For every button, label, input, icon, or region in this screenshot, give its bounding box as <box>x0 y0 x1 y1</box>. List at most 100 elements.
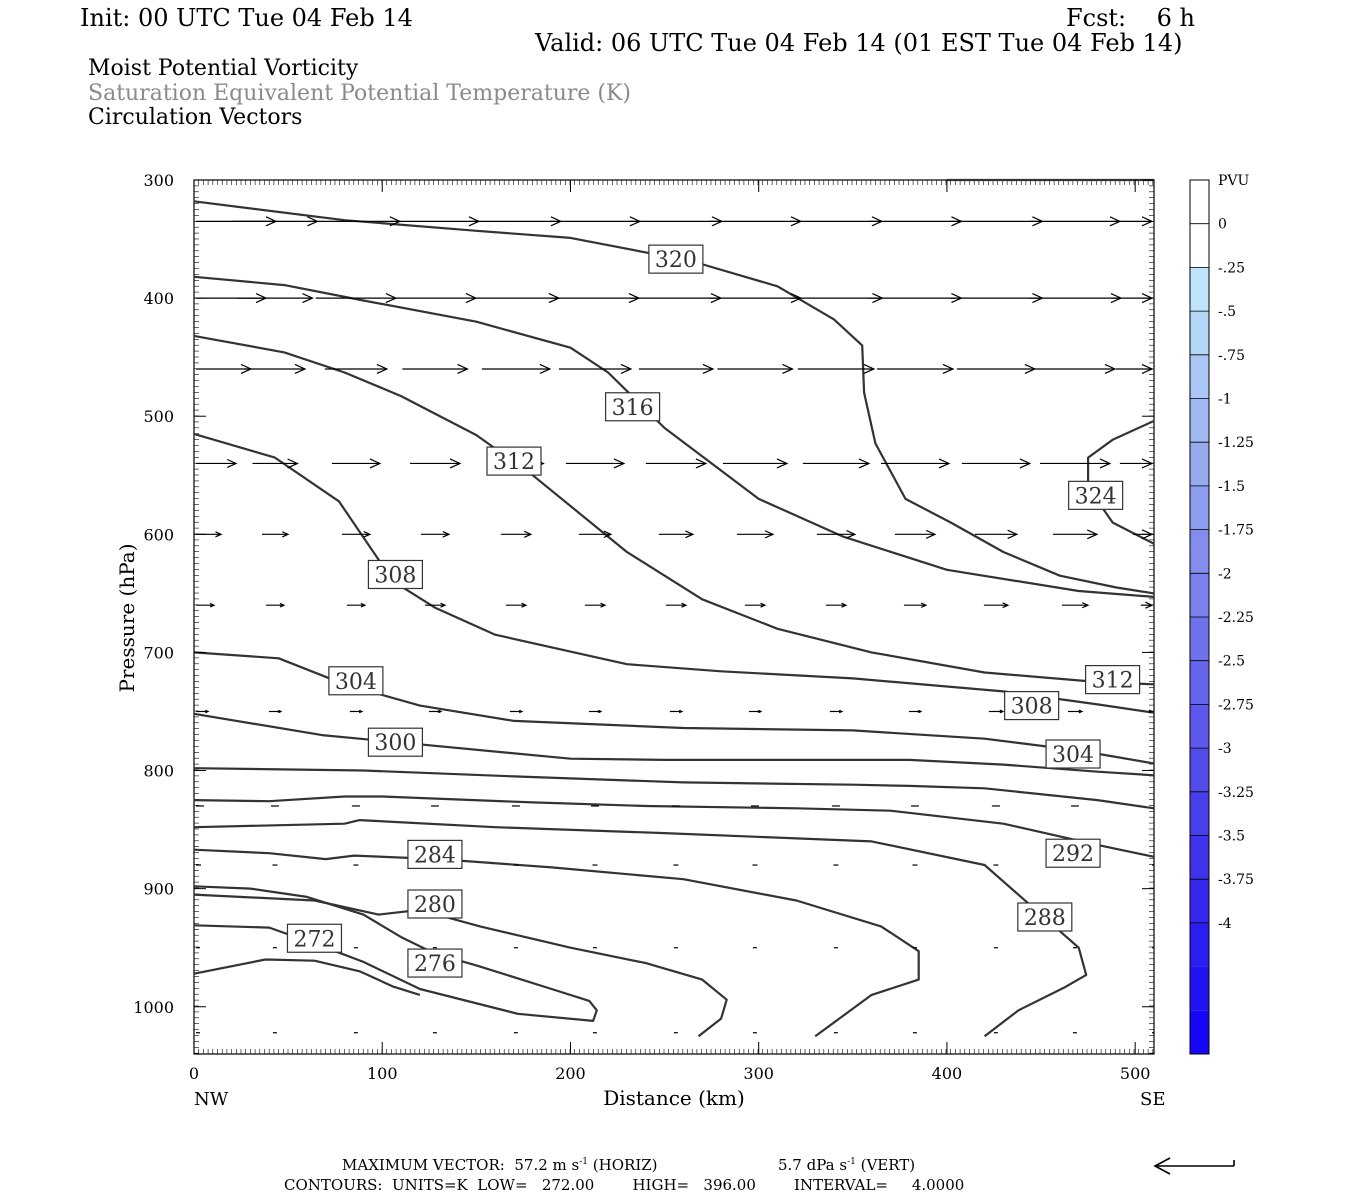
vector-head <box>1145 601 1154 609</box>
vector-arrow <box>196 602 216 608</box>
vector-head <box>521 602 528 608</box>
vector-head <box>209 602 216 608</box>
colorbar-tick-label: -1.5 <box>1218 479 1245 495</box>
colorbar-tick-label: 0 <box>1218 217 1227 233</box>
vector-arrow <box>669 709 684 714</box>
contour-label: 284 <box>407 839 463 869</box>
vector-head <box>1024 363 1037 375</box>
vector-arrow <box>470 216 563 227</box>
vector-arrow <box>424 602 447 608</box>
vector-head <box>1078 709 1084 714</box>
vector-head <box>685 530 695 539</box>
vert-exp: -1 <box>847 1157 856 1167</box>
vector-arrow <box>196 363 253 375</box>
vector-arrow <box>481 363 552 375</box>
footer-vert-vector: 5.7 dPa s-1 (VERT) <box>778 1158 915 1173</box>
contour-label: 304 <box>328 666 384 696</box>
x-end-label-se: SE <box>1140 1089 1165 1110</box>
contour-label-text: 272 <box>293 927 335 952</box>
vector-head <box>1081 602 1090 609</box>
vector-head <box>226 458 238 468</box>
vector-head <box>620 363 633 375</box>
contour-label-box <box>407 948 463 978</box>
contour-label-text: 312 <box>493 450 535 475</box>
vector-arrow <box>638 363 715 375</box>
vector-head <box>524 530 533 538</box>
vector-head <box>1141 458 1154 469</box>
contour-label-text: 276 <box>414 952 456 977</box>
vector-arrow <box>868 216 963 227</box>
vector-arrow <box>565 458 626 469</box>
contour-label-box <box>286 923 343 953</box>
contour-label-box <box>604 392 661 422</box>
contour-288 <box>193 818 1088 1038</box>
colorbar-tick-label: -1 <box>1218 392 1232 408</box>
vector-head <box>287 458 299 469</box>
vector-head <box>1087 529 1099 540</box>
contour-label: 320 <box>648 244 704 274</box>
contour-label-box <box>648 244 704 274</box>
colorbar-segment <box>1190 748 1209 792</box>
vector-arrow <box>346 602 367 608</box>
colorbar-segment <box>1190 529 1209 574</box>
vector-head <box>205 709 210 714</box>
x-end-label-nw: NW <box>194 1089 229 1110</box>
vector-head <box>1141 216 1154 227</box>
vector-arrow <box>1115 363 1154 375</box>
colorbar-segment <box>1190 617 1209 661</box>
vector-head <box>695 458 708 469</box>
contour-label-text: 304 <box>1052 743 1094 768</box>
vector-arrow <box>324 363 389 375</box>
vector-arrow <box>472 293 561 304</box>
vector-head <box>438 709 443 714</box>
vector-arrow <box>549 216 642 227</box>
x-tick-label: 500 <box>1120 1064 1151 1083</box>
footer-max-vector: MAXIMUM VECTOR: 57.2 m s-1 (HORIZ) <box>342 1158 658 1173</box>
colorbar-tick-label: -.75 <box>1218 348 1245 364</box>
vector-head <box>838 709 844 714</box>
vector-arrow <box>558 363 633 375</box>
vector-head <box>1148 709 1154 714</box>
vector-arrow <box>409 458 462 469</box>
vector-arrow <box>717 363 794 375</box>
contour-label-text: 312 <box>1092 669 1134 694</box>
vector-arrow <box>1029 216 1122 227</box>
vector-head <box>279 602 286 608</box>
vector-head <box>760 602 767 608</box>
vector-arrow <box>1119 458 1154 469</box>
contour-label: 276 <box>407 948 463 978</box>
contour-272 <box>193 958 421 996</box>
vector-head <box>776 458 789 469</box>
colorbar-tick-label: -3.5 <box>1218 829 1245 845</box>
vert-tag: (VERT) <box>855 1156 916 1174</box>
colorbar-segment <box>1190 485 1209 530</box>
colorbar-tick-label: -.5 <box>1218 304 1236 320</box>
contour-label-box <box>407 889 463 919</box>
colorbar-segment <box>1190 311 1209 355</box>
reference-vector-arrow <box>1153 1157 1235 1175</box>
colorbar-segment <box>1190 354 1209 399</box>
y-tick-label: 1000 <box>133 998 174 1017</box>
vector-arrow <box>509 709 524 714</box>
vector-arrow <box>393 293 478 304</box>
contour-label: 312 <box>1084 664 1141 695</box>
contour-label: 312 <box>486 446 542 476</box>
contour-label-text: 320 <box>655 248 697 273</box>
vector-arrow <box>956 363 1037 375</box>
y-tick-label: 300 <box>143 171 174 190</box>
contour-label-text: 308 <box>374 563 416 588</box>
vector-head <box>758 709 763 714</box>
vector-arrow <box>402 363 469 375</box>
colorbar-tick-label: -3.75 <box>1218 872 1254 888</box>
vector-head <box>1141 363 1154 375</box>
vector-head <box>925 529 937 539</box>
valid-time: Valid: 06 UTC Tue 04 Feb 14 (01 EST Tue … <box>535 29 1183 57</box>
init-time: Init: 00 UTC Tue 04 Feb 14 <box>80 4 413 32</box>
colorbar-segment <box>1190 966 1209 1011</box>
colorbar-segment <box>1190 660 1209 705</box>
vector-arrow <box>252 458 299 469</box>
y-tick-label: 700 <box>143 643 174 662</box>
vector-arrow <box>748 709 763 714</box>
title-theta-es: Saturation Equivalent Potential Temperat… <box>88 81 631 106</box>
vector-head <box>999 709 1005 714</box>
